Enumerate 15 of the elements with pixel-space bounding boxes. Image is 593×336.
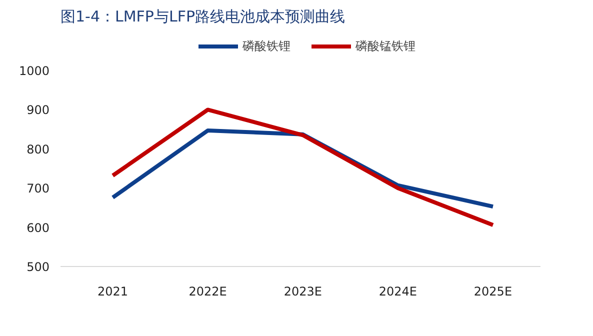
chart-title: 图1-4：LMFP与LFP路线电池成本预测曲线 xyxy=(60,8,346,26)
x-tick-label: 2023E xyxy=(284,284,322,298)
legend-label: 磷酸锰铁锂 xyxy=(356,38,416,54)
y-tick-label: 900 xyxy=(26,103,50,118)
x-tick-label: 2025E xyxy=(474,284,512,298)
y-tick-label: 800 xyxy=(26,142,50,156)
x-tick-label: 2024E xyxy=(378,284,417,298)
line-series xyxy=(110,108,495,227)
x-tick-label: 2022E xyxy=(188,284,227,298)
y-tick-label: 1000 xyxy=(18,64,50,78)
y-tick-label: 500 xyxy=(26,260,50,274)
x-tick-label: 2021 xyxy=(98,284,128,298)
y-tick-label: 700 xyxy=(26,182,50,196)
legend-label: 磷酸铁锂 xyxy=(242,38,290,54)
y-tick-label: 600 xyxy=(26,220,50,235)
